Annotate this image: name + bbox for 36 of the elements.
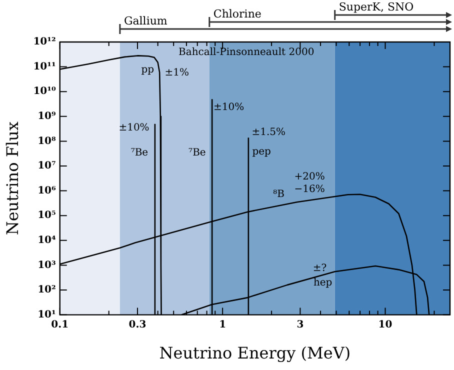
- y-tick-label: 10⁷: [38, 160, 56, 172]
- annotation: −16%: [294, 184, 325, 195]
- annotation: ±1%: [164, 67, 190, 78]
- x-tick-label: 10: [378, 319, 392, 330]
- series-label: ⁸B: [273, 188, 284, 200]
- y-tick-label: 10¹: [38, 309, 56, 320]
- band-label: SuperK, SNO: [338, 0, 414, 14]
- annotation: ±1.5%: [252, 127, 286, 138]
- x-tick-label: 0.1: [51, 319, 69, 330]
- series-label: hep: [313, 277, 332, 288]
- band-label: Chlorine: [213, 7, 262, 20]
- series-label: pp: [141, 64, 154, 76]
- series-label: ⁷Be: [188, 147, 206, 158]
- annotation: ±10%: [118, 122, 150, 134]
- y-tick-label: 10¹²: [33, 36, 56, 48]
- x-tick-label: 3: [296, 319, 304, 330]
- y-tick-label: 10⁶: [38, 185, 56, 196]
- annotation: ±?: [312, 263, 327, 274]
- annotation: ±10%: [213, 102, 244, 114]
- y-tick-label: 10⁸: [38, 136, 56, 147]
- y-tick-label: 10¹⁰: [33, 86, 56, 98]
- band-label: Gallium: [124, 14, 168, 28]
- y-tick-label: 10²: [38, 284, 56, 296]
- annotation: Bahcall-Pinsonneault 2000: [178, 47, 314, 58]
- annotation: +20%: [294, 172, 325, 183]
- x-tick-label: 0.3: [128, 319, 146, 330]
- y-tick-label: 10³: [38, 260, 56, 271]
- x-axis-title: Neutrino Energy (MeV): [159, 344, 351, 363]
- y-tick-label: 10⁹: [38, 110, 56, 122]
- y-tick-label: 10⁵: [38, 210, 56, 222]
- series-label: ⁷Be: [130, 147, 148, 158]
- y-tick-label: 10⁴: [38, 234, 56, 246]
- y-axis-title: Neutrino Flux: [2, 122, 22, 236]
- x-tick-label: 1: [219, 319, 226, 330]
- y-tick-label: 10¹¹: [33, 61, 56, 72]
- series-label: pep: [252, 146, 271, 158]
